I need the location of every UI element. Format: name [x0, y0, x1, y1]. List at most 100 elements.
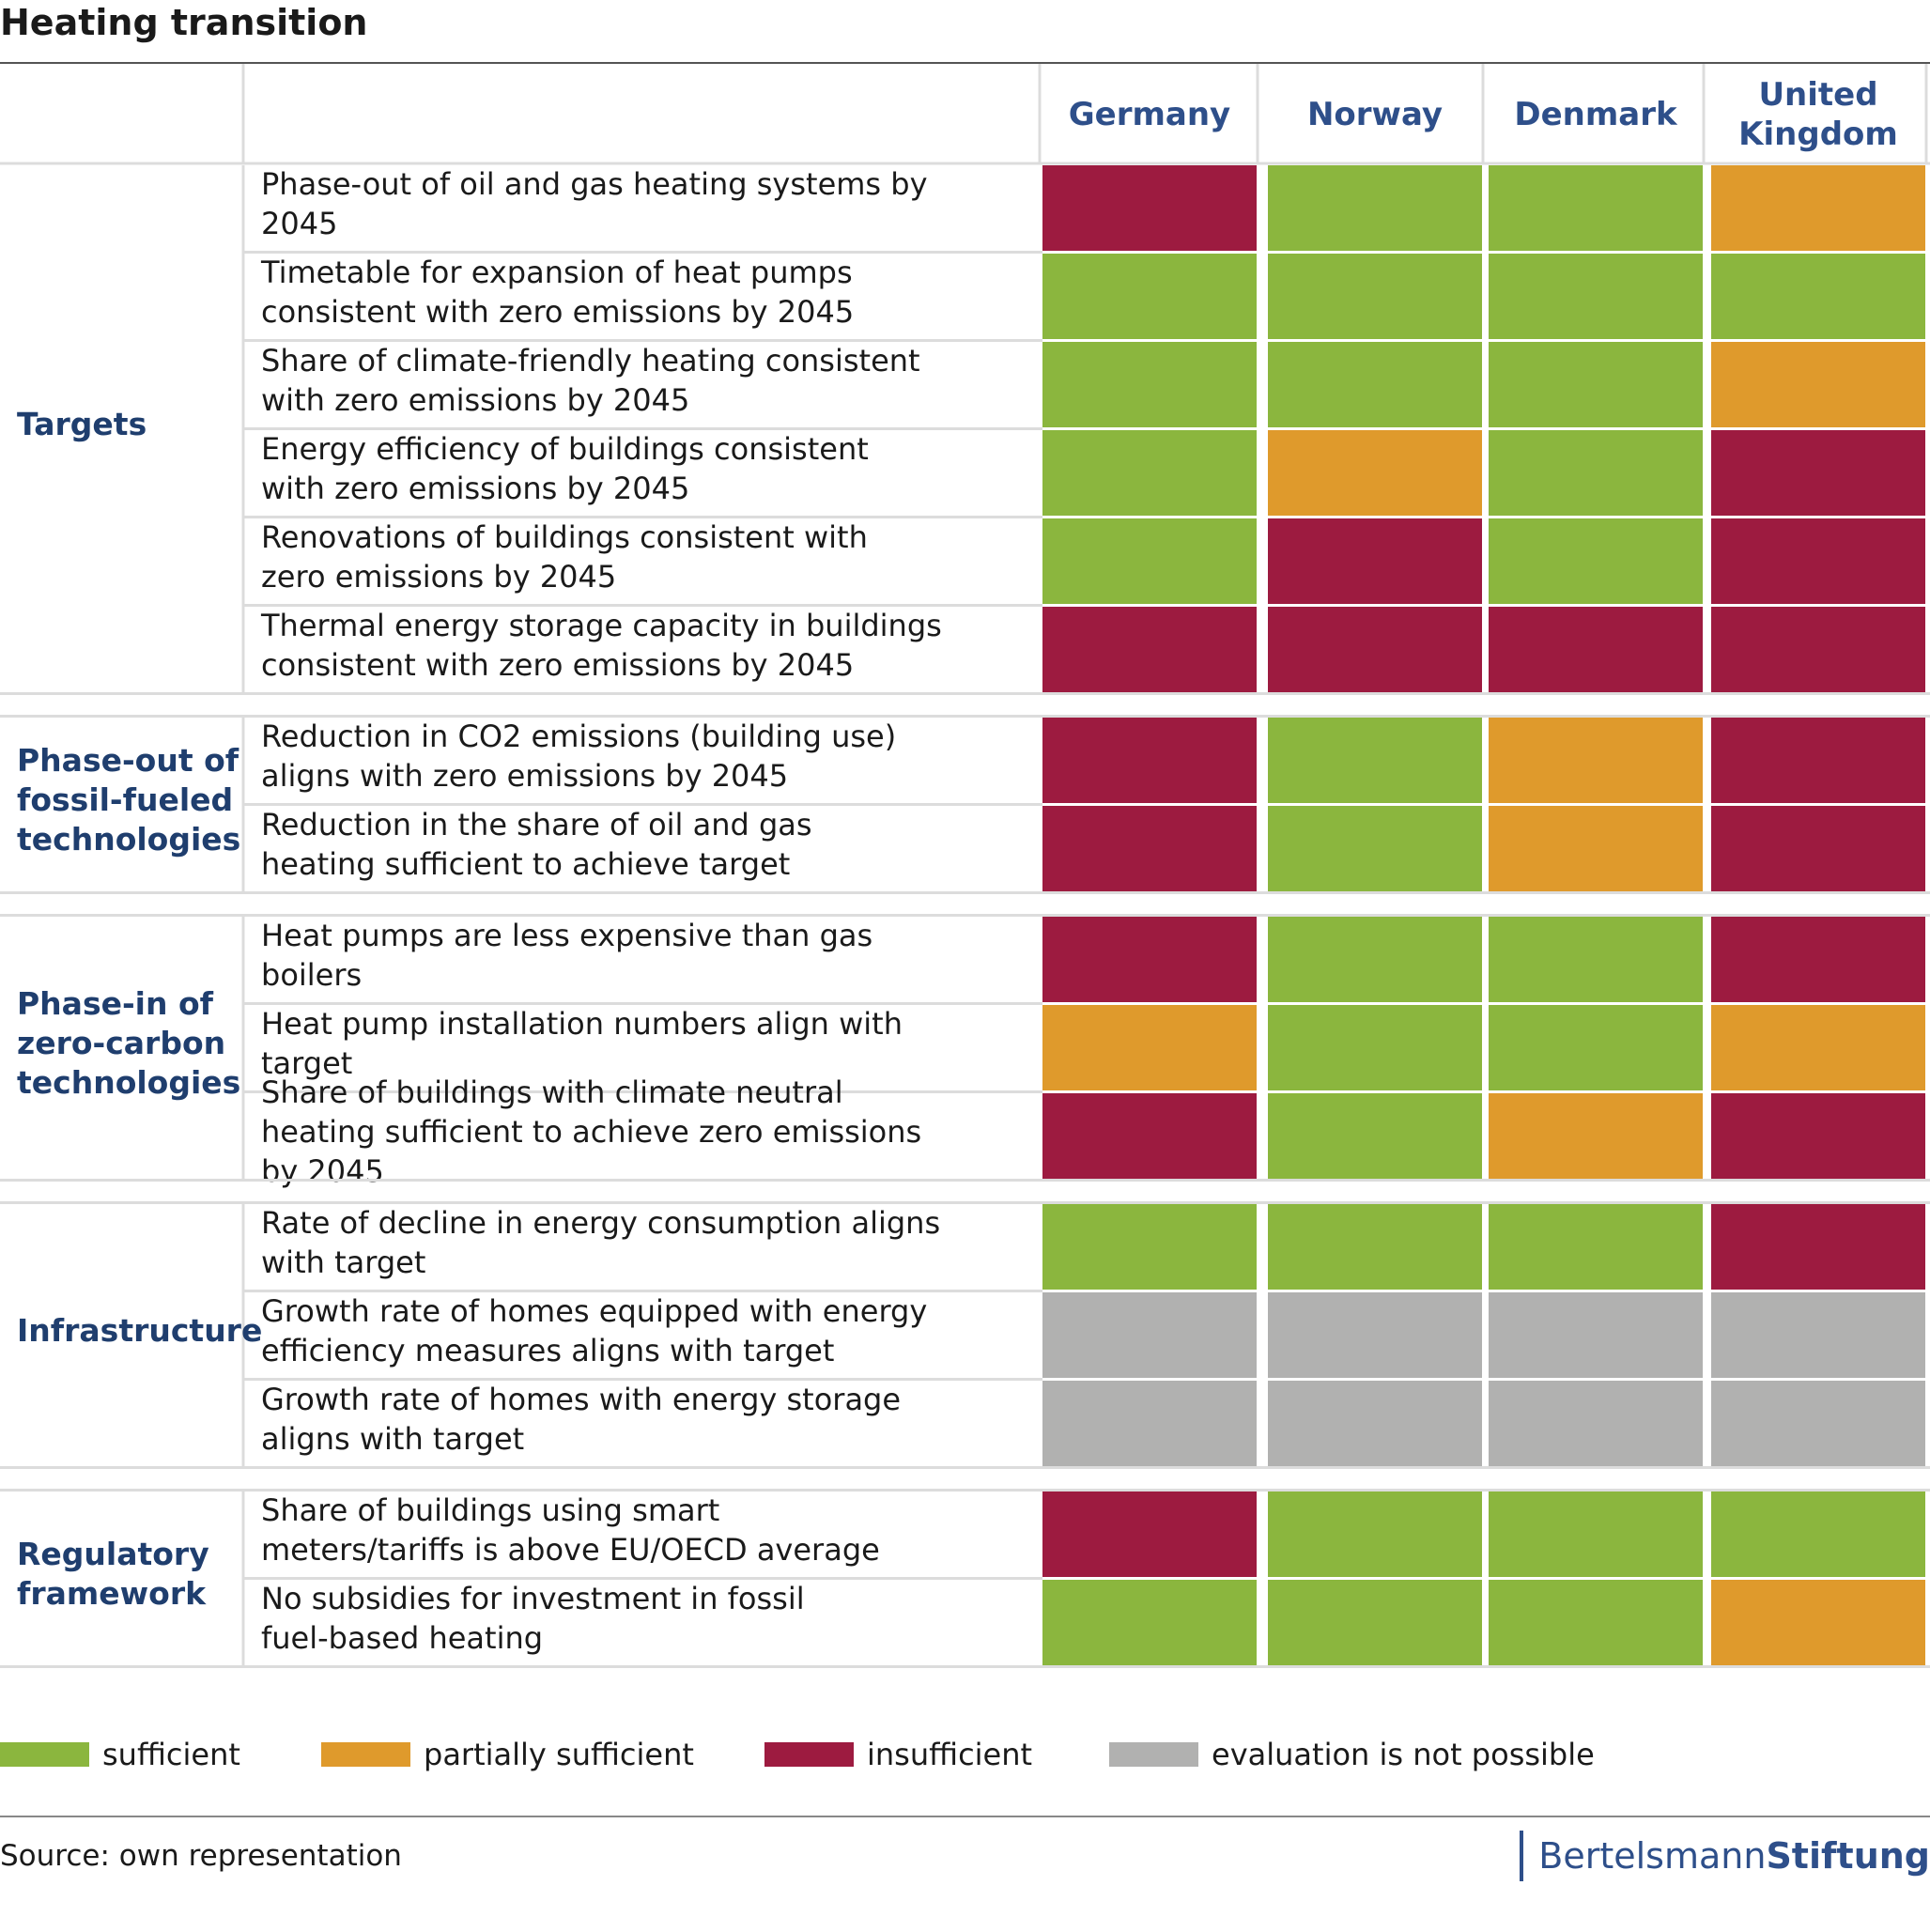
rating-cell-na [1042, 1292, 1257, 1378]
rating-cell-partial [1489, 806, 1703, 891]
criterion-label: Reduction in CO2 emissions (building use… [261, 719, 896, 794]
criterion-label: Share of buildings using smart meters/tar… [261, 1492, 880, 1568]
rating-cell-sufficient [1711, 1492, 1925, 1577]
criterion-label: Rate of decline in energy consumption al… [261, 1205, 940, 1280]
group-label: Phase-in of zero-carbon technologies [17, 985, 240, 1101]
legend-swatch-partial [321, 1742, 410, 1767]
legend-label-sufficient: sufficient [102, 1737, 240, 1772]
rating-cell-na [1711, 1381, 1925, 1466]
column-header-0: Germany [1069, 96, 1230, 133]
group-label: Phase-out of fossil-fueled technologies [17, 742, 240, 858]
legend-item-na: evaluation is not possible [1109, 1736, 1595, 1773]
column-header-1: Norway [1307, 96, 1443, 133]
rating-cell-sufficient [1489, 1580, 1703, 1665]
rating-cell-na [1268, 1381, 1482, 1466]
rating-cell-insufficient [1042, 718, 1257, 803]
logo-text: BertelsmannStiftung [1538, 1835, 1930, 1877]
rating-cell-sufficient [1489, 1492, 1703, 1577]
rating-cell-na [1489, 1381, 1703, 1466]
rating-cell-sufficient [1268, 1005, 1482, 1090]
criterion-label: No subsidies for investment in fossil fue… [261, 1581, 805, 1656]
bottom-rule [0, 1816, 1930, 1817]
criterion-label: Share of climate-friendly heating consis… [261, 343, 920, 418]
rating-cell-partial [1711, 1580, 1925, 1665]
criterion-label: Heat pumps are less expensive than gas bo… [261, 918, 872, 993]
rating-cell-sufficient [1489, 1005, 1703, 1090]
rating-cell-insufficient [1711, 718, 1925, 803]
criterion-label: Energy efficiency of buildings consisten… [261, 431, 869, 506]
legend-swatch-sufficient [0, 1742, 89, 1767]
rating-cell-insufficient [1268, 518, 1482, 604]
rating-cell-sufficient [1489, 917, 1703, 1002]
rating-cell-na [1042, 1381, 1257, 1466]
rating-cell-na [1268, 1292, 1482, 1378]
rating-cell-insufficient [1711, 917, 1925, 1002]
logo-bar [1520, 1831, 1524, 1881]
rating-cell-sufficient [1489, 430, 1703, 516]
criterion-label: Phase-out of oil and gas heating systems… [261, 166, 928, 241]
legend-swatch-na [1109, 1742, 1198, 1767]
column-header-2: Denmark [1514, 96, 1678, 133]
rating-cell-na [1711, 1292, 1925, 1378]
rating-cell-sufficient [1489, 165, 1703, 251]
legend-label-insufficient: insufficient [867, 1737, 1033, 1772]
rating-cell-insufficient [1042, 1492, 1257, 1577]
rating-cell-sufficient [1489, 254, 1703, 339]
rating-cell-insufficient [1711, 1204, 1925, 1290]
rating-cell-insufficient [1042, 1093, 1257, 1179]
rating-cell-sufficient [1711, 254, 1925, 339]
rating-cell-na [1489, 1292, 1703, 1378]
rating-cell-insufficient [1042, 917, 1257, 1002]
legend-item-sufficient: sufficient [0, 1736, 240, 1773]
group-label: Regulatory framework [17, 1536, 209, 1612]
criterion-label: Heat pump installation numbers align wit… [261, 1006, 903, 1081]
criterion-label: Share of buildings with climate neutral h… [261, 1074, 921, 1189]
column-header-3: United Kingdom [1738, 76, 1898, 153]
legend-swatch-insufficient [764, 1742, 854, 1767]
group-label: Infrastructure [17, 1312, 262, 1349]
rating-cell-sufficient [1489, 342, 1703, 427]
source-note: Source: own representation [0, 1839, 402, 1873]
rating-cell-sufficient [1042, 518, 1257, 604]
rating-cell-insufficient [1042, 165, 1257, 251]
rating-cell-sufficient [1268, 806, 1482, 891]
criterion-label: Growth rate of homes with energy storage… [261, 1382, 901, 1457]
legend-label-partial: partially sufficient [424, 1737, 694, 1772]
rating-cell-sufficient [1042, 1580, 1257, 1665]
rating-cell-sufficient [1489, 518, 1703, 604]
rating-cell-insufficient [1268, 607, 1482, 692]
chart-title: Heating transition [0, 2, 368, 43]
rating-cell-partial [1489, 1093, 1703, 1179]
rating-cell-sufficient [1268, 917, 1482, 1002]
rating-cell-sufficient [1268, 1492, 1482, 1577]
rating-cell-sufficient [1268, 1204, 1482, 1290]
legend: sufficient partially sufficient insuffic… [0, 1736, 1930, 1773]
criterion-label: Timetable for expansion of heat pumps con… [260, 255, 854, 330]
rating-cell-partial [1268, 430, 1482, 516]
rating-cell-partial [1711, 1005, 1925, 1090]
rating-cell-sufficient [1268, 254, 1482, 339]
rating-cell-partial [1711, 165, 1925, 251]
rating-table: Germany Norway Denmark United Kingdom Phase-o… [0, 64, 1930, 1668]
legend-item-insufficient: insufficient [764, 1736, 1032, 1773]
rating-cell-insufficient [1042, 806, 1257, 891]
criterion-label: Thermal energy storage capacity in build… [260, 608, 942, 683]
rating-cell-insufficient [1711, 1093, 1925, 1179]
criterion-label: Renovations of buildings consistent with… [261, 519, 868, 595]
rating-cell-insufficient [1711, 806, 1925, 891]
rating-cell-sufficient [1042, 1204, 1257, 1290]
criterion-label: Reduction in the share of oil and gas hea… [261, 807, 812, 882]
rating-cell-sufficient [1042, 254, 1257, 339]
rating-cell-insufficient [1711, 518, 1925, 604]
rating-cell-insufficient [1042, 607, 1257, 692]
rating-cell-partial [1042, 1005, 1257, 1090]
rating-cell-sufficient [1268, 1580, 1482, 1665]
rating-cell-partial [1711, 342, 1925, 427]
rating-cell-sufficient [1042, 430, 1257, 516]
logo: BertelsmannStiftung [1520, 1830, 1930, 1882]
top-rule [0, 62, 1930, 64]
criterion-label: Growth rate of homes equipped with energ… [261, 1293, 927, 1368]
rating-cell-sufficient [1268, 342, 1482, 427]
rating-cell-insufficient [1489, 607, 1703, 692]
rating-cell-insufficient [1711, 607, 1925, 692]
